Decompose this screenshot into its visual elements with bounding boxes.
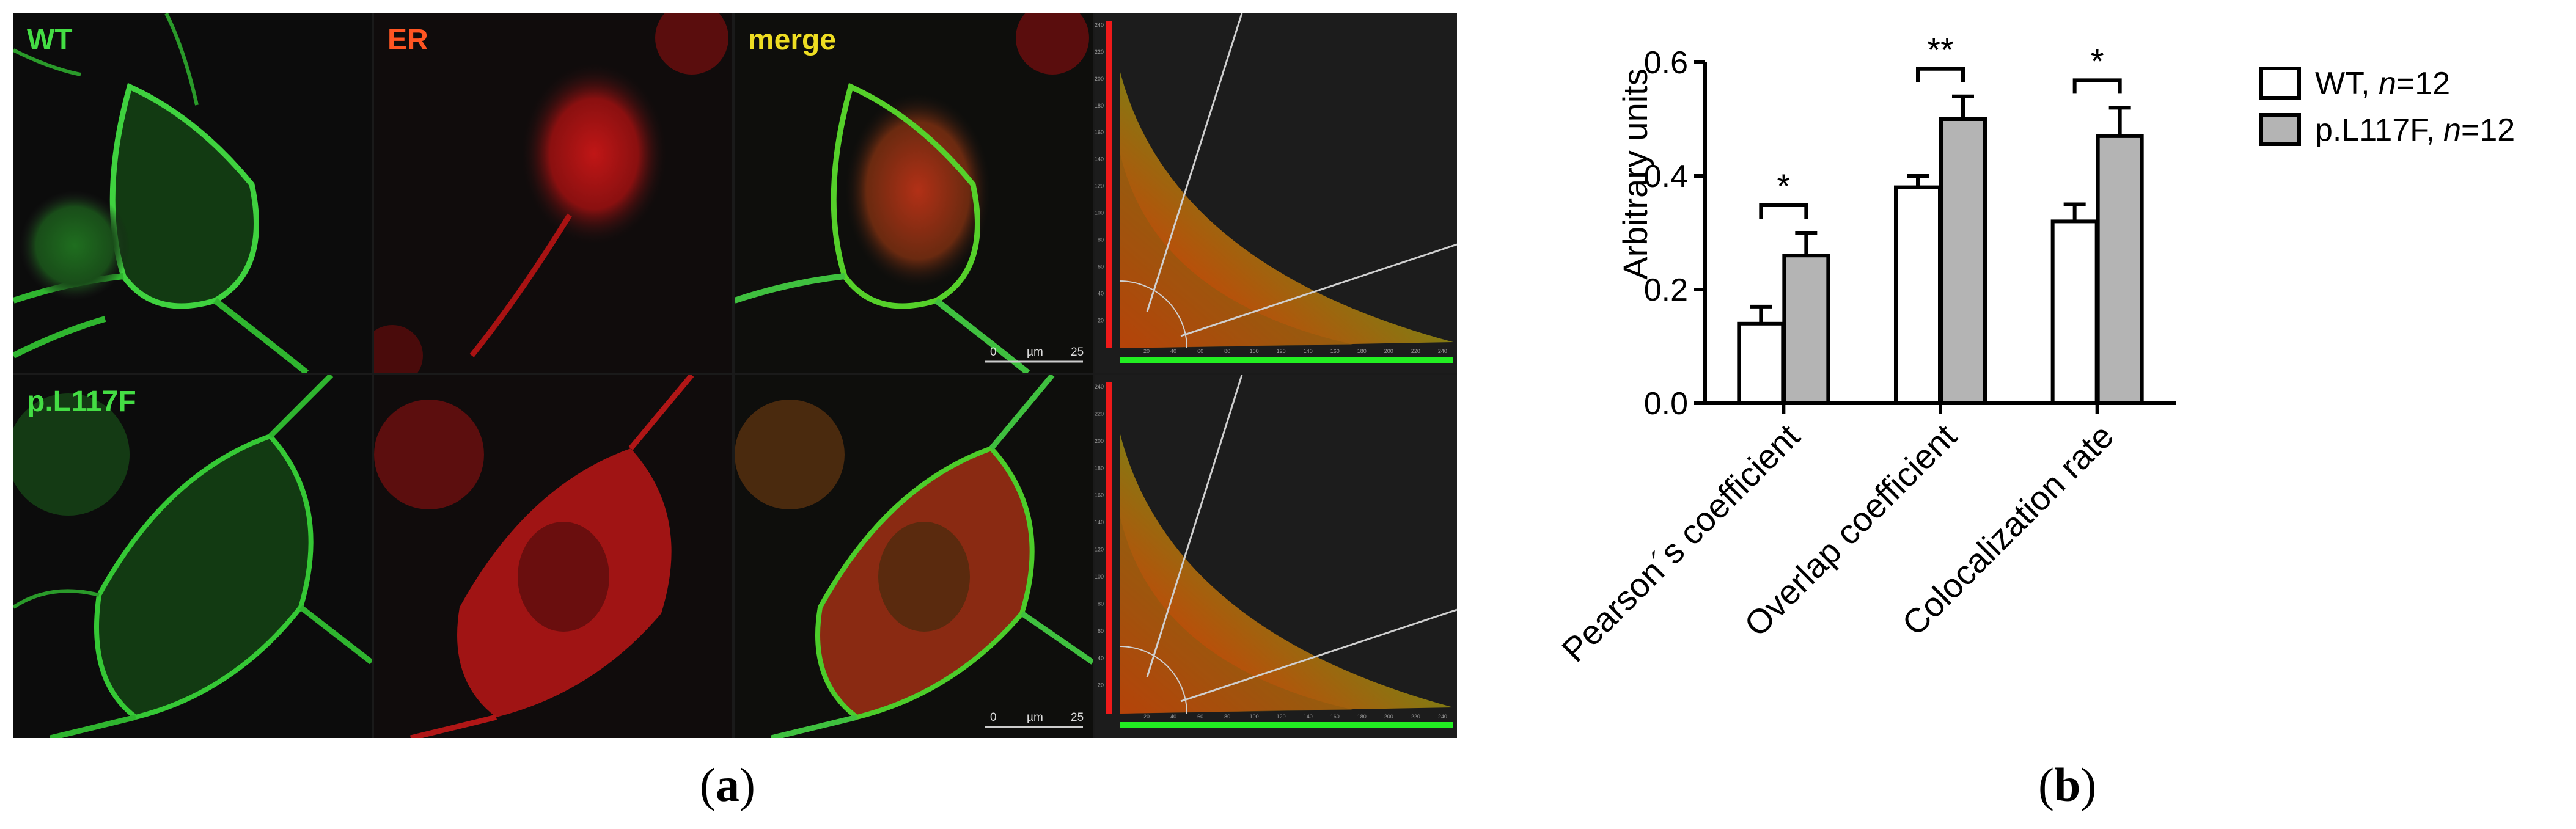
scale-bar-end: 25 [1071,346,1084,359]
mutant-green-panel: p.L117F [13,375,372,738]
wt-colocalization-scatter: 20 40 60 80 100 120 140 160 180 200 220 240 240 220 20… [1095,13,1457,373]
scatter-tick-x: 60 [1197,348,1203,354]
scatter-tick-x: 20 [1143,348,1150,354]
scatter-tick-y: 120 [1095,547,1104,553]
mutant-er-panel [374,375,732,738]
scatter-tick-y: 120 [1095,183,1104,189]
scatter-tick-y: 100 [1095,574,1104,580]
panel-b-caption: (b) [2038,758,2097,811]
scatter-tick-y: 140 [1095,156,1104,163]
significance-marker: * [2091,42,2104,80]
legend-swatch [2259,67,2301,100]
scatter-tick-y: 40 [1098,655,1104,661]
scatter-tick-x: 80 [1224,714,1230,720]
scatter-tick-x: 100 [1250,714,1259,720]
scatter-tick-y: 80 [1098,236,1104,243]
panel-b-letter: b [2053,758,2081,811]
bar-wt [2050,219,2099,405]
scatter-tick-y: 200 [1095,438,1104,444]
scatter-tick-x: 200 [1384,348,1393,354]
scale-bar-unit: µm [1027,711,1043,724]
y-tick-label: 0.2 [1644,272,1688,308]
scale-bar-unit: µm [1027,346,1043,359]
scatter-tick-x: 240 [1438,714,1447,720]
microscopy-montage: WT ER [13,13,1457,738]
scatter-tick-x: 180 [1357,348,1367,354]
bar-p-l117f [1939,117,1987,405]
mutant-colocalization-scatter: 20 40 60 80 100 120 140 160 180 200 220 240 240 220 20… [1095,375,1457,738]
scatter-tick-y: 60 [1098,263,1104,269]
scatter-tick-x: 80 [1224,348,1230,354]
mutant-merge-panel: 0 µm 25 [735,375,1093,738]
scatter-tick-x: 160 [1330,714,1340,720]
scatter-tick-x: 120 [1277,348,1286,354]
scatter-tick-y: 180 [1095,103,1104,109]
scatter-tick-y: 240 [1095,384,1104,390]
scale-bar-start: 0 [990,711,997,724]
legend-label: p.L117F, n=12 [2315,112,2515,148]
scatter-tick-x: 240 [1438,348,1447,354]
scatter-tick-y: 240 [1095,22,1104,28]
scale-bar-end: 25 [1071,711,1084,724]
bar-wt [1894,185,1942,405]
panel-a-caption: (a) [700,758,755,811]
scatter-tick-x: 220 [1411,714,1420,720]
scatter-tick-y: 200 [1095,76,1104,82]
merge-column-label: merge [748,24,837,56]
scatter-tick-y: 100 [1095,210,1104,216]
scatter-tick-x: 160 [1330,348,1340,354]
scatter-tick-y: 20 [1098,317,1104,323]
bar-wt [1737,321,1785,405]
scatter-tick-x: 140 [1304,714,1313,720]
bar-p-l117f [1782,254,1830,406]
scatter-tick-y: 160 [1095,130,1104,136]
wt-merge-panel: 0 µm 25 merge [735,13,1093,373]
scatter-tick-y: 220 [1095,411,1104,417]
scatter-tick-x: 100 [1250,348,1259,354]
legend-swatch [2259,113,2301,146]
scatter-tick-y: 180 [1095,465,1104,471]
scatter-tick-y: 60 [1098,628,1104,634]
scatter-tick-y: 40 [1098,290,1104,296]
y-axis-label: Arbitrary units [1616,68,1654,279]
y-tick-label: 0.6 [1644,45,1688,81]
y-tick-label: 0.4 [1644,159,1688,194]
significance-marker: ** [1927,31,1954,69]
colocalization-bar-chart: 0.00.20.40.6 *** * Pearson´s coefficientO… [1554,31,2515,670]
mutant-row-label: p.L117F [27,385,136,418]
scatter-tick-x: 200 [1384,714,1393,720]
panel-a-letter: a [715,758,739,811]
scatter-tick-y: 20 [1098,682,1104,688]
scatter-tick-x: 180 [1357,714,1367,720]
scatter-tick-y: 160 [1095,492,1104,498]
wt-green-panel: WT [13,13,372,373]
er-column-label: ER [387,24,428,56]
scatter-tick-x: 120 [1277,714,1286,720]
significance-bracket [1916,67,1965,82]
wt-row-label: WT [27,24,73,56]
scatter-tick-x: 20 [1143,714,1150,720]
significance-marker: * [1777,167,1790,205]
scatter-tick-x: 40 [1170,714,1176,720]
scatter-tick-y: 220 [1095,49,1104,55]
scatter-tick-x: 140 [1304,348,1313,354]
significance-bracket [1759,203,1808,219]
bar-p-l117f [2096,134,2144,405]
scatter-tick-y: 80 [1098,601,1104,607]
legend-label: WT, n=12 [2315,66,2450,101]
scatter-tick-x: 60 [1197,714,1203,720]
scatter-tick-x: 40 [1170,348,1176,354]
scatter-tick-x: 220 [1411,348,1420,354]
wt-er-panel: ER [374,13,732,373]
scale-bar-start: 0 [990,346,997,359]
y-tick-label: 0.0 [1644,386,1688,422]
scatter-tick-y: 140 [1095,519,1104,525]
significance-bracket [2072,78,2122,94]
